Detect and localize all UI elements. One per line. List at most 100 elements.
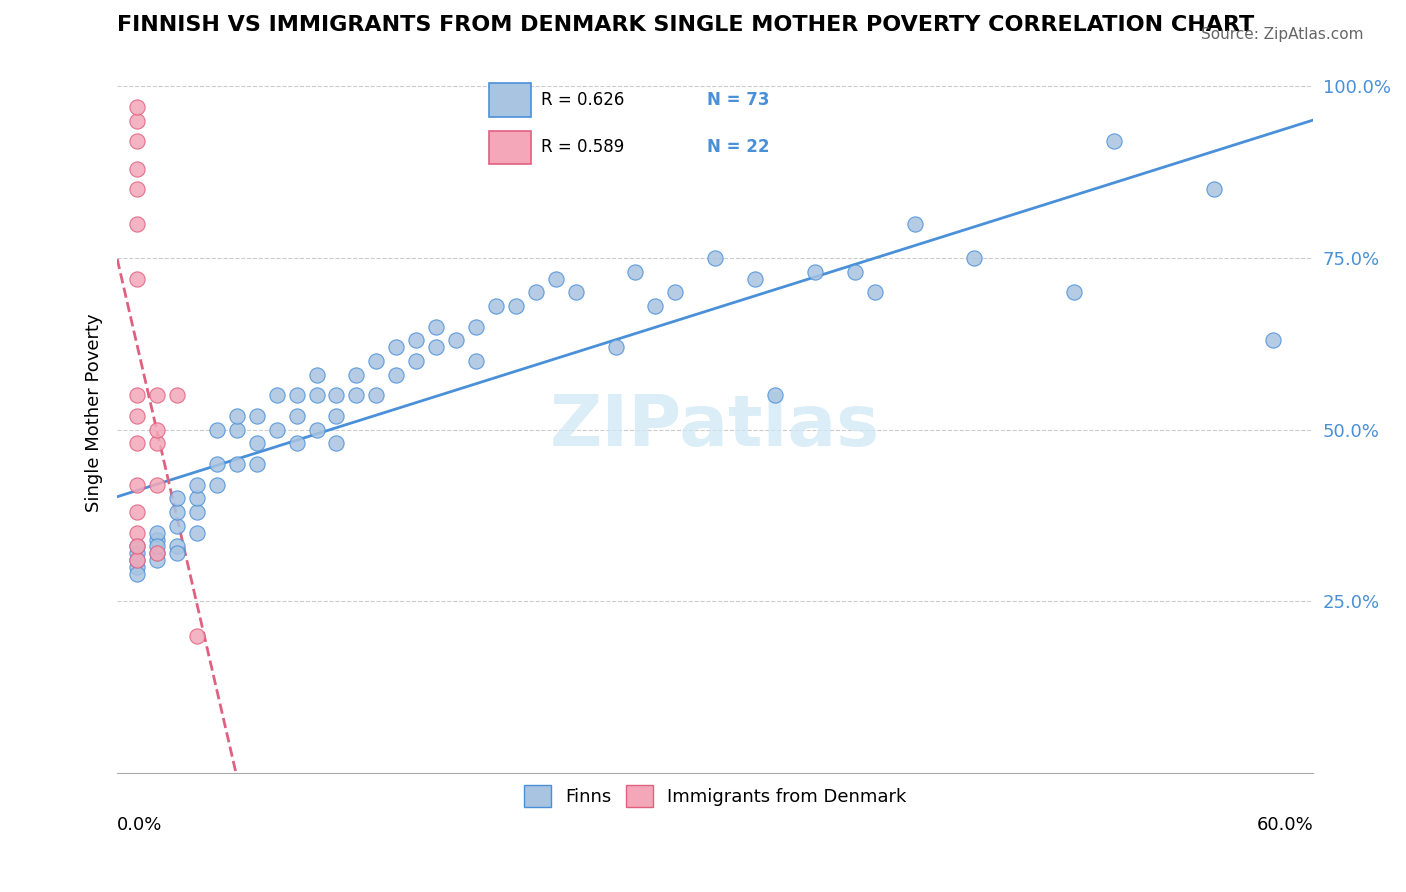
Point: [644, 299, 666, 313]
Point: [146, 525, 169, 540]
Point: [225, 409, 247, 423]
Point: [186, 525, 208, 540]
Point: [127, 477, 149, 491]
Point: [305, 368, 328, 382]
Point: [1202, 182, 1225, 196]
Point: [285, 409, 308, 423]
Point: [366, 388, 388, 402]
Point: [186, 629, 208, 643]
Y-axis label: Single Mother Poverty: Single Mother Poverty: [86, 313, 103, 512]
Point: [127, 161, 149, 176]
Point: [1102, 134, 1125, 148]
Point: [385, 368, 408, 382]
Point: [127, 525, 149, 540]
Point: [1063, 285, 1085, 300]
Point: [166, 388, 188, 402]
Point: [146, 553, 169, 567]
Point: [903, 217, 925, 231]
Point: [385, 340, 408, 354]
Point: [127, 553, 149, 567]
Point: [127, 540, 149, 554]
Point: [205, 477, 228, 491]
Point: [225, 423, 247, 437]
Point: [127, 409, 149, 423]
Point: [564, 285, 586, 300]
Point: [344, 388, 367, 402]
Point: [127, 182, 149, 196]
Point: [127, 505, 149, 519]
Point: [305, 388, 328, 402]
Point: [127, 271, 149, 285]
Point: [444, 334, 467, 348]
Point: [146, 533, 169, 547]
Point: [544, 271, 567, 285]
Point: [344, 368, 367, 382]
Point: [166, 546, 188, 560]
Point: [325, 388, 347, 402]
Point: [127, 566, 149, 581]
Point: [405, 354, 427, 368]
Point: [127, 546, 149, 560]
Point: [127, 113, 149, 128]
Point: [205, 423, 228, 437]
Point: [844, 265, 866, 279]
Point: [166, 491, 188, 506]
Point: [963, 251, 986, 265]
Point: [146, 436, 169, 450]
Point: [664, 285, 686, 300]
Point: [863, 285, 886, 300]
Point: [325, 409, 347, 423]
Point: [405, 334, 427, 348]
Text: 0.0%: 0.0%: [117, 816, 163, 835]
Point: [465, 319, 488, 334]
Point: [186, 505, 208, 519]
Point: [127, 436, 149, 450]
Point: [505, 299, 527, 313]
Point: [425, 340, 447, 354]
Point: [127, 553, 149, 567]
Point: [205, 457, 228, 471]
Point: [246, 436, 269, 450]
Point: [146, 388, 169, 402]
Point: [266, 388, 288, 402]
Point: [146, 477, 169, 491]
Point: [804, 265, 827, 279]
Point: [285, 388, 308, 402]
Point: [146, 546, 169, 560]
Point: [366, 354, 388, 368]
Point: [425, 319, 447, 334]
Point: [146, 540, 169, 554]
Point: [127, 540, 149, 554]
Text: FINNISH VS IMMIGRANTS FROM DENMARK SINGLE MOTHER POVERTY CORRELATION CHART: FINNISH VS IMMIGRANTS FROM DENMARK SINGL…: [117, 15, 1254, 35]
Point: [246, 409, 269, 423]
Point: [127, 100, 149, 114]
Text: Source: ZipAtlas.com: Source: ZipAtlas.com: [1201, 27, 1364, 42]
Point: [127, 388, 149, 402]
Point: [266, 423, 288, 437]
Point: [127, 134, 149, 148]
Point: [166, 540, 188, 554]
Point: [166, 505, 188, 519]
Point: [166, 519, 188, 533]
Point: [146, 546, 169, 560]
Point: [186, 491, 208, 506]
Point: [127, 560, 149, 574]
Text: ZIPatlas: ZIPatlas: [550, 392, 880, 461]
Point: [763, 388, 786, 402]
Point: [524, 285, 547, 300]
Point: [465, 354, 488, 368]
Point: [186, 477, 208, 491]
Point: [605, 340, 627, 354]
Point: [624, 265, 647, 279]
Point: [225, 457, 247, 471]
Point: [1263, 334, 1285, 348]
Point: [305, 423, 328, 437]
Point: [246, 457, 269, 471]
Text: 60.0%: 60.0%: [1257, 816, 1313, 835]
Point: [704, 251, 727, 265]
Point: [485, 299, 508, 313]
Point: [127, 217, 149, 231]
Point: [744, 271, 766, 285]
Point: [285, 436, 308, 450]
Point: [325, 436, 347, 450]
